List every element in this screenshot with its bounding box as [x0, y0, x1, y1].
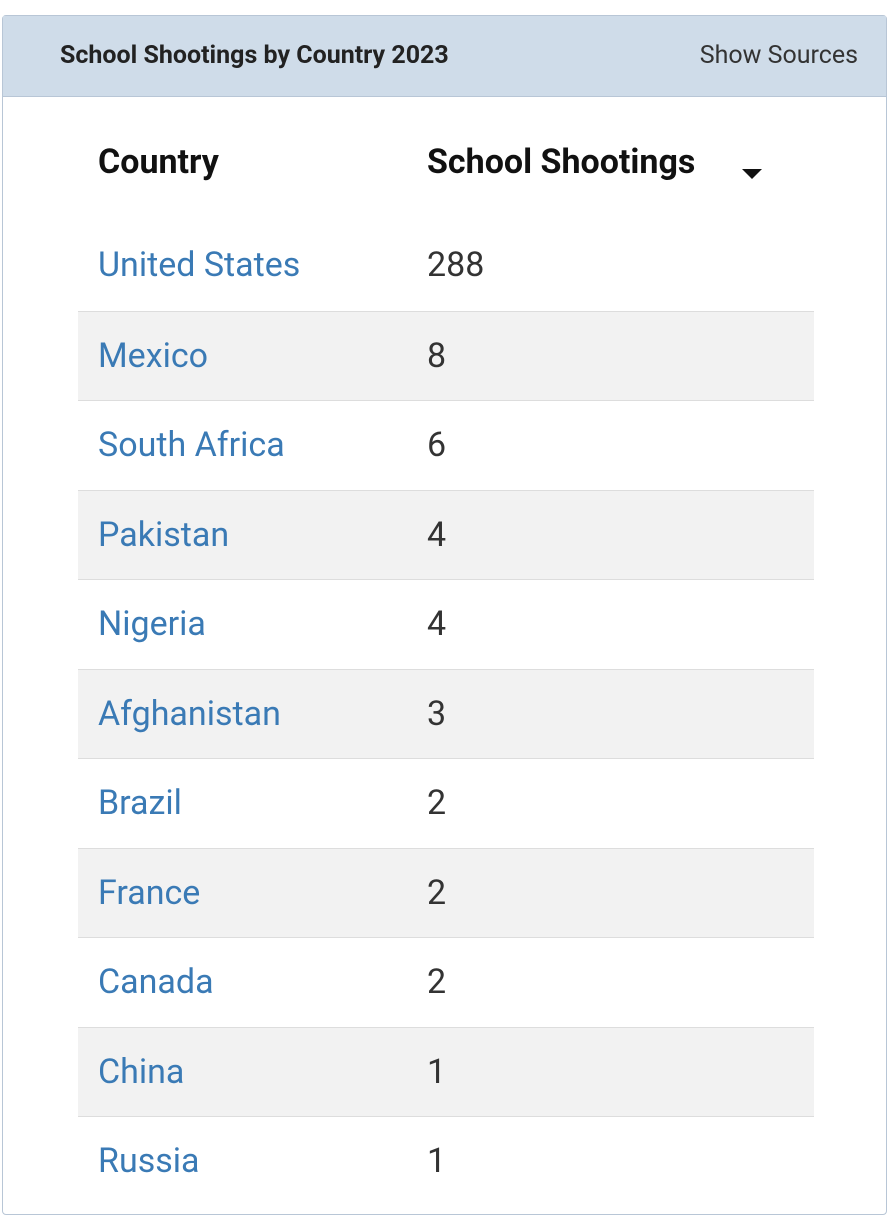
country-link[interactable]: Pakistan: [98, 514, 230, 555]
shootings-count: 6: [427, 425, 447, 465]
table-row: Mexico 8: [78, 310, 814, 400]
shootings-count: 1: [427, 1141, 447, 1181]
shootings-count: 4: [427, 514, 447, 555]
country-link[interactable]: Russia: [98, 1141, 200, 1181]
shootings-count: 4: [427, 604, 447, 644]
column-header[interactable]: School Shootings: [427, 142, 696, 182]
panel-title: School Shootings by Country 2023: [60, 41, 449, 70]
panel: School Shootings by Country 2023 Show So…: [2, 15, 887, 1215]
table-row: France 2: [78, 847, 814, 937]
shootings-count: 2: [427, 872, 447, 913]
panel-header: School Shootings by Country 2023 Show So…: [3, 16, 886, 97]
shootings-count: 1: [427, 1051, 447, 1092]
table-row: Afghanistan 3: [78, 668, 814, 758]
country-link[interactable]: United States: [98, 245, 301, 285]
shootings-count: 2: [427, 962, 447, 1002]
table-row: Pakistan 4: [78, 489, 814, 579]
sort-icon[interactable]: [740, 167, 764, 181]
country-link[interactable]: Canada: [98, 962, 214, 1002]
shootings-count: 3: [427, 693, 447, 734]
country-link[interactable]: China: [98, 1051, 185, 1092]
country-link[interactable]: Afghanistan: [98, 693, 281, 734]
country-link[interactable]: Mexico: [98, 335, 209, 376]
shootings-count: 8: [427, 335, 447, 376]
country-link[interactable]: Nigeria: [98, 604, 206, 644]
column-header[interactable]: Country: [98, 142, 219, 182]
table-row: China 1: [78, 1026, 814, 1116]
table-row: Nigeria 4: [78, 579, 814, 668]
country-link[interactable]: Brazil: [98, 783, 182, 823]
country-link[interactable]: South Africa: [98, 425, 285, 465]
table-row: Brazil 2: [78, 758, 814, 847]
table-row: Canada 2: [78, 937, 814, 1026]
table-row: South Africa 6: [78, 400, 814, 489]
table-row: Russia 1: [78, 1116, 814, 1205]
table-row: United States 288: [78, 221, 814, 310]
show-sources-link[interactable]: Show Sources: [699, 41, 858, 70]
shootings-count: 2: [427, 783, 447, 823]
shootings-count: 288: [427, 245, 485, 285]
country-link[interactable]: France: [98, 872, 201, 913]
